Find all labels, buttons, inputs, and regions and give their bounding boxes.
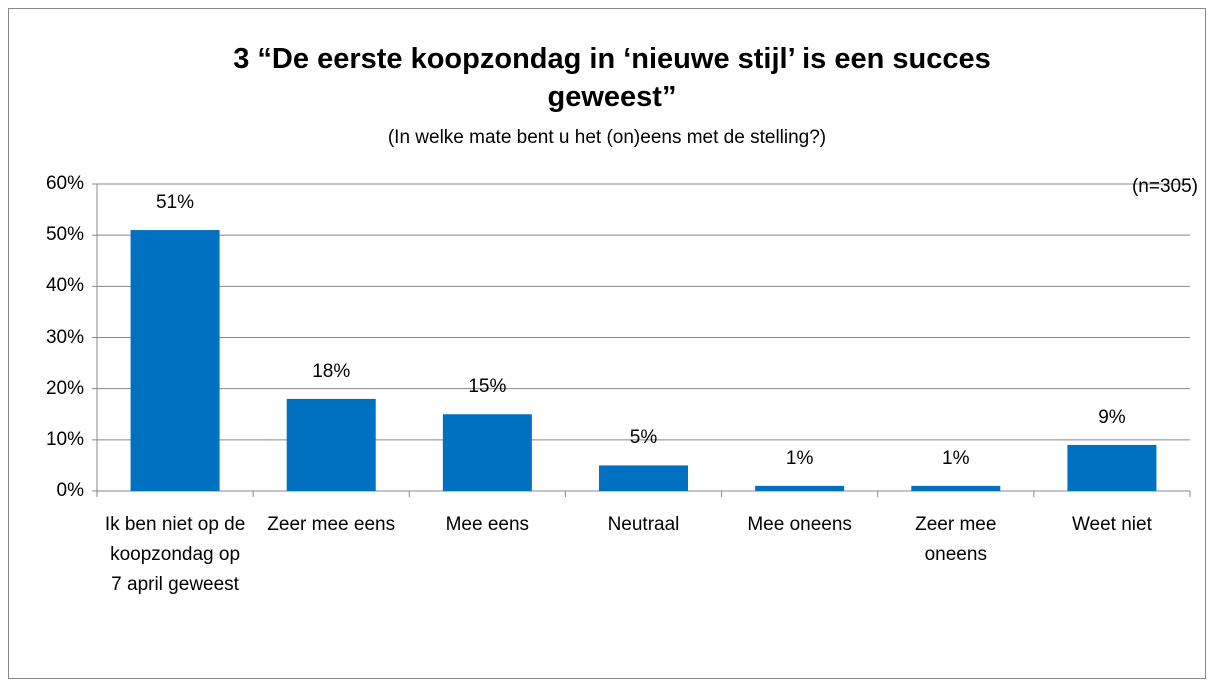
x-tick-label: Neutraal bbox=[607, 514, 680, 535]
bar bbox=[598, 465, 689, 491]
data-label: 18% bbox=[312, 360, 351, 382]
x-tick-label: Ik ben niet op de koopzondag op 7 april … bbox=[104, 514, 246, 595]
bar bbox=[755, 485, 845, 491]
chart-title: 3 “De eerste koopzondag in ‘nieuwe stijl… bbox=[233, 43, 991, 113]
data-label: 1% bbox=[942, 447, 970, 469]
y-tick-label: 0% bbox=[56, 480, 84, 501]
data-label: 15% bbox=[468, 376, 507, 398]
y-tick-label: 20% bbox=[45, 377, 84, 399]
bar bbox=[442, 414, 532, 491]
y-tick-label: 60% bbox=[45, 173, 84, 194]
y-tick-label: 30% bbox=[45, 326, 84, 348]
x-tick-label: Zeer mee oneens bbox=[915, 514, 997, 565]
x-tick-label: Mee oneens bbox=[747, 514, 852, 535]
bar bbox=[130, 230, 220, 492]
x-tick-label: Zeer mee eens bbox=[267, 514, 396, 535]
x-tick-label: Mee eens bbox=[445, 514, 530, 535]
chart-border bbox=[8, 8, 1206, 679]
y-tick-label: 40% bbox=[45, 275, 84, 297]
bar bbox=[286, 398, 376, 491]
y-tick-label: 10% bbox=[45, 428, 84, 450]
x-tick-label: Weet niet bbox=[1071, 514, 1152, 535]
y-tick-label: 50% bbox=[45, 224, 84, 246]
data-label: 9% bbox=[1098, 406, 1126, 428]
data-label: 1% bbox=[785, 447, 814, 469]
annotation: (n=305) bbox=[1131, 176, 1198, 197]
bar bbox=[1067, 444, 1157, 491]
chart-subtitle: (In welke mate bent u het (on)eens met d… bbox=[387, 127, 827, 148]
bar bbox=[911, 485, 1001, 491]
data-label: 51% bbox=[156, 192, 195, 214]
data-label: 5% bbox=[629, 427, 658, 449]
